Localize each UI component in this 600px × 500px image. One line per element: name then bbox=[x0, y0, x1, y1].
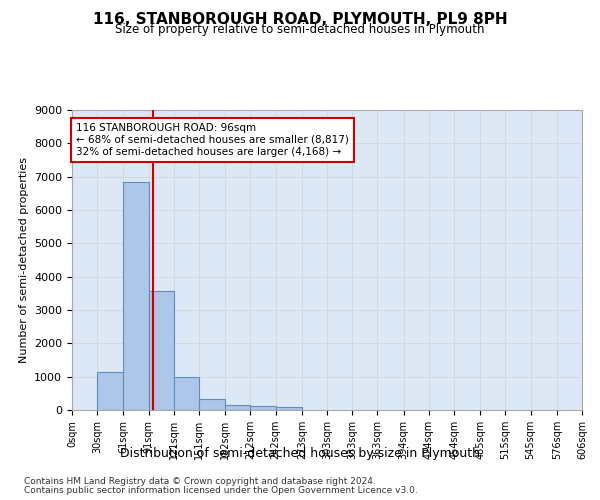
Bar bbox=[97, 372, 124, 410]
Bar bbox=[225, 406, 250, 410]
Text: 116, STANBOROUGH ROAD, PLYMOUTH, PL9 8PH: 116, STANBOROUGH ROAD, PLYMOUTH, PL9 8PH bbox=[92, 12, 508, 28]
Bar bbox=[199, 400, 225, 410]
Text: 116 STANBOROUGH ROAD: 96sqm
← 68% of semi-detached houses are smaller (8,817)
32: 116 STANBOROUGH ROAD: 96sqm ← 68% of sem… bbox=[76, 124, 349, 156]
Bar bbox=[275, 407, 302, 410]
Text: Distribution of semi-detached houses by size in Plymouth: Distribution of semi-detached houses by … bbox=[120, 448, 480, 460]
Bar bbox=[149, 290, 174, 410]
Text: Contains public sector information licensed under the Open Government Licence v3: Contains public sector information licen… bbox=[24, 486, 418, 495]
Text: Size of property relative to semi-detached houses in Plymouth: Size of property relative to semi-detach… bbox=[115, 22, 485, 36]
Bar bbox=[124, 182, 149, 410]
Y-axis label: Number of semi-detached properties: Number of semi-detached properties bbox=[19, 157, 29, 363]
Text: Contains HM Land Registry data © Crown copyright and database right 2024.: Contains HM Land Registry data © Crown c… bbox=[24, 478, 376, 486]
Bar bbox=[174, 376, 199, 410]
Bar bbox=[250, 406, 275, 410]
